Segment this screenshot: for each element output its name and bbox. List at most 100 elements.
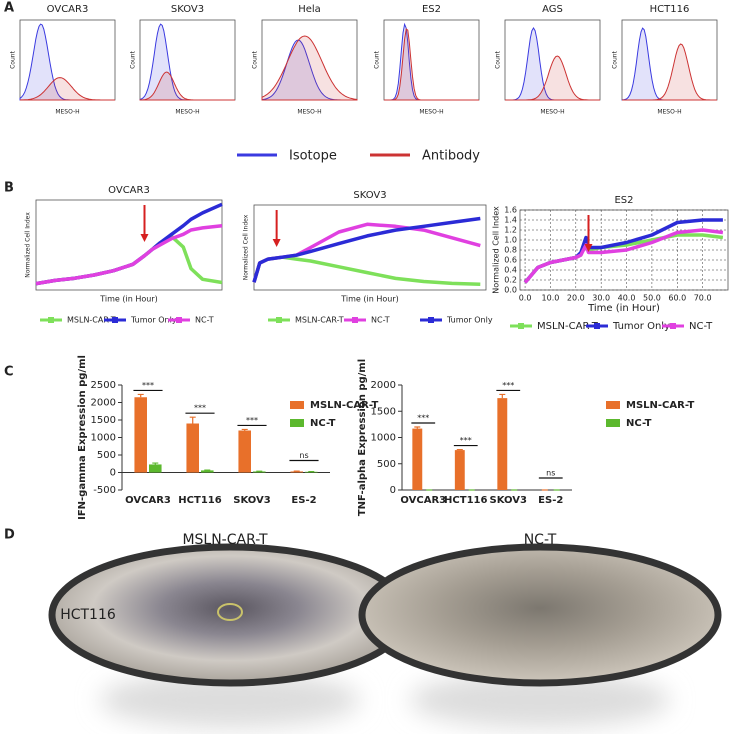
y-tick-label: 2500 [91,380,116,391]
y-tick-label: 2000 [91,398,116,409]
x-axis-label: MESO-H [657,109,681,116]
x-axis-label: MESO-H [419,109,443,116]
histogram-curve [261,35,358,101]
plot-title: ES2 [422,4,441,15]
significance-label: *** [194,404,206,413]
legend-label: MSLN-CAR-T [537,321,599,332]
legend-label: MSLN-CAR-T [67,316,116,325]
y-tick-label: 1.4 [504,216,517,225]
error-bar [189,416,196,424]
y-tick-label: 1.0 [504,236,517,245]
error-bar [241,428,248,431]
legend-label: NC-T [195,316,214,325]
y-tick-label: 0.8 [504,246,517,255]
legend-marker [670,323,676,329]
x-tick-label: 20.0 [567,294,585,303]
row-label: HCT116 [60,607,116,623]
y-tick-label: 2000 [371,380,396,391]
significance-label: ns [299,451,308,460]
y-tick-label: 0.4 [504,266,517,275]
y-tick-label: 500 [97,450,116,461]
y-axis-label: Count [495,50,502,68]
legend-swatch [290,401,304,409]
y-tick-label: 1500 [91,415,116,426]
significance-label: *** [417,414,429,423]
x-tick-label: HCT116 [178,495,221,506]
legend-marker [428,317,434,323]
chart-title: OVCAR3 [108,185,150,196]
plot-title: Hela [298,4,321,15]
legend-label: MSLN-CAR-T [626,400,695,411]
panel-label: C [4,365,14,380]
y-tick-label: 0.2 [504,276,517,285]
x-axis-label: Time (in Hour) [99,295,157,304]
legend-marker [518,323,524,329]
y-axis-label: Normalized Cell Index [25,212,32,278]
significance-label: *** [246,416,258,425]
bar [454,450,465,490]
plot-frame [35,199,223,291]
legend-marker [276,317,282,323]
bar [134,397,147,473]
y-tick-label: -500 [93,485,116,496]
y-tick-label: 1.2 [504,226,517,235]
histogram-curve [384,22,479,101]
x-tick-label: 50.0 [643,294,661,303]
x-axis-label: MESO-H [297,109,321,116]
histogram-curve [139,71,235,101]
significance-label: *** [502,381,514,390]
y-tick-label: 0.0 [504,286,517,295]
panel-label: D [4,528,15,543]
error-bar [137,393,144,398]
y-tick-label: 500 [377,459,396,470]
bar [290,471,303,473]
legend-swatch [290,419,304,427]
data-line [252,255,481,286]
y-tick-label: 0 [390,485,396,496]
y-tick-label: 1000 [91,433,116,444]
x-tick-label: 60.0 [668,294,686,303]
x-axis-label: MESO-H [55,109,79,116]
plot-frame [253,204,487,291]
dish-colony [217,603,243,621]
y-axis-label: Count [612,50,619,68]
error-bar [152,462,159,465]
legend-label: Tumor Only [612,321,670,332]
plot-title: SKOV3 [171,4,204,15]
legend-swatch [606,401,620,409]
legend-marker [352,317,358,323]
x-tick-label: 0.0 [519,294,532,303]
error-bar [456,448,463,451]
y-axis-label: IFN-gamma Expression pg/ml [77,355,88,520]
bar [497,398,508,490]
bar [201,470,214,473]
y-tick-label: 1.6 [504,206,517,215]
plot-title: AGS [542,4,563,15]
legend-label: MSLN-CAR-T [295,316,344,325]
legend-label: NC-T [626,418,652,429]
histogram-curve [622,43,717,101]
chart-title: SKOV3 [353,190,386,201]
panel-label: B [4,181,14,196]
bar [238,430,251,473]
legend-marker [594,323,600,329]
histogram-curve [384,28,479,101]
legend-marker [48,317,54,323]
legend-label: Tumor Only [130,316,177,325]
column-label: MSLN-CAR-T [182,532,268,548]
histogram-curve [139,23,235,101]
y-axis-label: Normalized Cell Index [243,214,250,280]
data-line [35,234,223,286]
legend-label: NC-T [310,418,336,429]
x-tick-label: SKOV3 [490,495,527,506]
data-line [252,216,481,283]
legend-label: NC-T [689,321,713,332]
y-tick-label: 0 [110,468,116,479]
y-axis-label: Count [10,50,17,68]
legend-label: NC-T [371,316,390,325]
x-tick-label: SKOV3 [233,495,270,506]
y-tick-label: 0.6 [504,256,517,265]
plot-title: OVCAR3 [47,4,89,15]
y-axis-label: Count [130,50,137,68]
